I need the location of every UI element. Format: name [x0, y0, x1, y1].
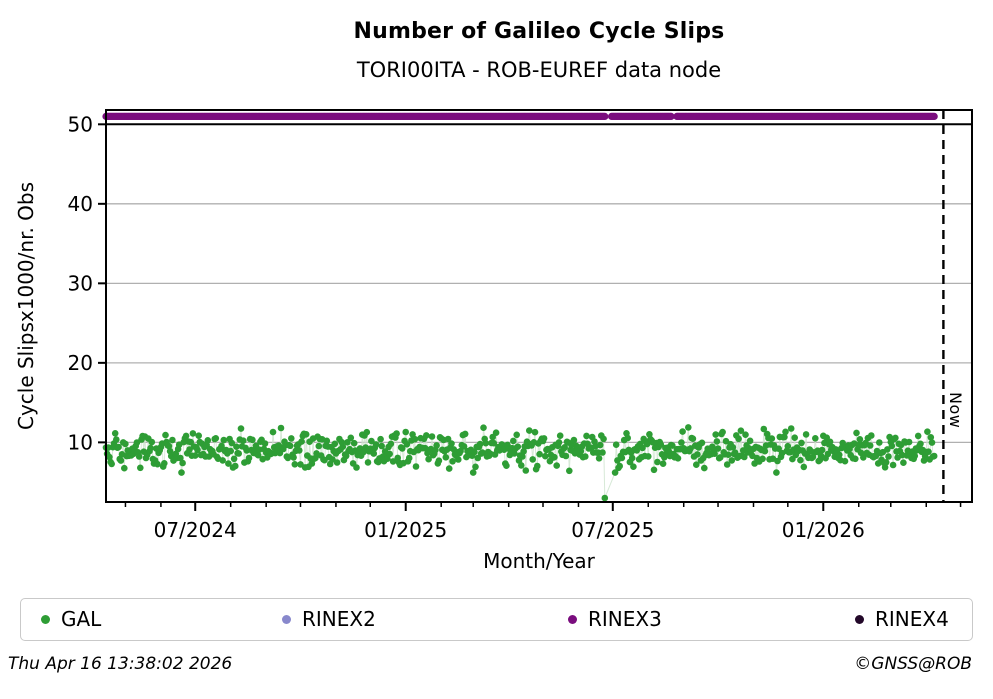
x-tick-label: 01/2026	[782, 518, 865, 542]
generation-timestamp: Thu Apr 16 13:38:02 2026	[8, 654, 233, 674]
x-tick-label: 07/2024	[154, 518, 237, 542]
legend-label-gal: GAL	[61, 606, 102, 631]
y-tick-label: 50	[68, 112, 93, 136]
legend-item-rinex2: RINEX2	[282, 599, 376, 640]
y-axis-ticks: 10 20 30 40 50	[68, 112, 106, 454]
x-axis-label: Month/Year	[483, 549, 595, 573]
y-gridlines	[106, 123, 972, 444]
rinex4-marker-icon	[855, 615, 864, 624]
gal-marker-icon	[41, 615, 50, 624]
legend: GAL RINEX2 RINEX3 RINEX4	[20, 598, 973, 641]
gal-series	[102, 424, 938, 502]
plot-border	[105, 109, 973, 503]
y-tick-label: 10	[68, 430, 93, 454]
copyright-text: ©GNSS@ROB	[854, 654, 972, 674]
y-axis-label: Cycle Slipsx1000/nr. Obs	[14, 181, 38, 431]
legend-label-rinex4: RINEX4	[875, 606, 949, 631]
rinex2-marker-icon	[282, 615, 291, 624]
legend-label-rinex2: RINEX2	[302, 606, 376, 631]
x-tick-label: 01/2025	[364, 518, 447, 542]
x-tick-label: 07/2025	[571, 518, 654, 542]
legend-label-rinex3: RINEX3	[588, 606, 662, 631]
chart-title: Number of Galileo Cycle Slips	[353, 19, 725, 44]
rinex3-band	[102, 112, 938, 120]
y-tick-label: 40	[68, 192, 93, 216]
legend-item-rinex4: RINEX4	[855, 599, 949, 640]
y-tick-label: 20	[68, 351, 93, 375]
legend-item-rinex3: RINEX3	[568, 599, 662, 640]
x-axis-ticks: 07/2024 01/2025 07/2025 01/2026	[124, 502, 962, 542]
chart-subtitle: TORI00ITA - ROB-EUREF data node	[356, 58, 722, 82]
legend-item-gal: GAL	[41, 599, 101, 640]
y-tick-label: 30	[68, 271, 93, 295]
rinex3-marker-icon	[568, 615, 577, 624]
now-line-label: Now	[946, 392, 965, 429]
